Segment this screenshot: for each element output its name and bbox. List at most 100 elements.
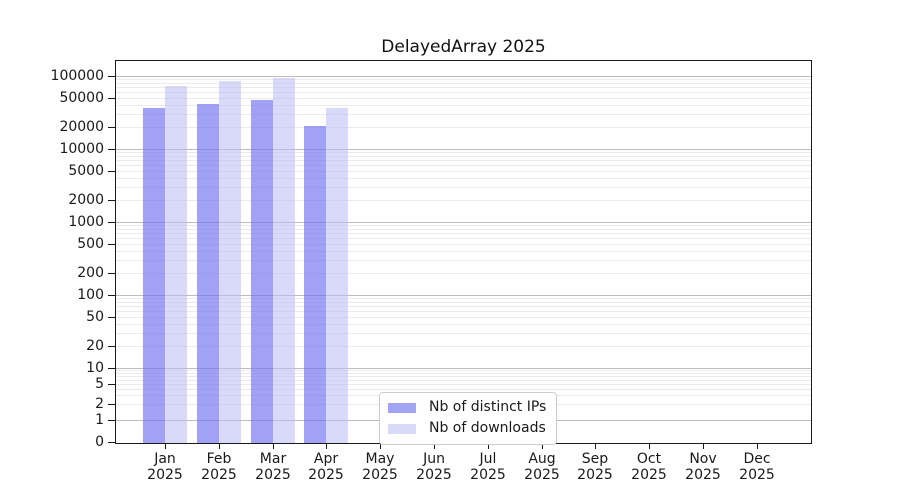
x-tick-label-aug: Aug 2025 (524, 451, 560, 483)
y-tick-label: 5000 (68, 163, 104, 179)
x-tick (219, 444, 220, 449)
y-tick-label: 0 (95, 434, 104, 450)
bar-distinct-ips-jan (143, 108, 165, 443)
y-tick-label: 20 (86, 338, 104, 354)
y-tick-label: 50 (86, 309, 104, 325)
bar-downloads-feb (218, 81, 241, 443)
x-tick (380, 444, 381, 449)
x-tick (703, 444, 704, 449)
y-tick (108, 76, 115, 77)
minor-gridline (116, 156, 811, 158)
minor-gridline (116, 233, 811, 235)
minor-gridline (116, 306, 811, 308)
minor-gridline (116, 83, 811, 85)
y-tick-label: 20000 (59, 119, 104, 135)
x-tick-label-mar: Mar 2025 (255, 451, 291, 483)
y-tick-label: 10 (86, 360, 104, 376)
major-gridline (116, 222, 811, 223)
x-tick-label-oct: Oct 2025 (631, 451, 667, 483)
x-tick-label-may: May 2025 (362, 451, 398, 483)
y-tick-label: 100 (77, 287, 104, 303)
y-tick (108, 200, 115, 201)
bar-downloads-jan (165, 86, 187, 443)
legend-swatch-icon (388, 423, 416, 434)
minor-gridline (116, 346, 811, 347)
minor-gridline (116, 98, 811, 99)
minor-gridline (116, 388, 811, 390)
x-tick-label-nov: Nov 2025 (685, 451, 721, 483)
minor-gridline (116, 376, 811, 378)
minor-gridline (116, 79, 811, 81)
bar-downloads-apr (326, 107, 349, 443)
legend-row: Nb of distinct IPs (388, 399, 546, 416)
minor-gridline (116, 152, 811, 154)
legend-label: Nb of distinct IPs (429, 399, 547, 415)
y-tick (108, 346, 115, 347)
minor-gridline (116, 317, 811, 318)
plot-area: Nb of distinct IPs Nb of downloads (115, 60, 812, 445)
x-tick (273, 444, 274, 449)
y-tick (108, 273, 115, 274)
y-tick (108, 127, 115, 128)
y-tick (108, 404, 115, 405)
major-gridline (116, 295, 811, 296)
bar-distinct-ips-mar (250, 99, 273, 443)
minor-gridline (116, 127, 811, 128)
y-tick (108, 149, 115, 150)
x-tick (326, 444, 327, 449)
x-tick-label-apr: Apr 2025 (308, 451, 344, 483)
y-tick-label: 1 (95, 412, 104, 428)
minor-gridline (116, 302, 811, 304)
bar-layer (116, 61, 811, 443)
x-tick-label-feb: Feb 2025 (201, 451, 237, 483)
chart-title: DelayedArray 2025 (381, 37, 546, 57)
y-tick (108, 244, 115, 245)
y-tick (108, 317, 115, 318)
y-tick (108, 368, 115, 369)
x-tick (488, 444, 489, 449)
y-tick (108, 98, 115, 99)
x-tick-label-jan: Jan 2025 (147, 451, 183, 483)
minor-gridline (116, 260, 811, 262)
y-tick (108, 171, 115, 172)
y-tick (108, 420, 115, 421)
minor-gridline (116, 105, 811, 106)
minor-gridline (116, 225, 811, 227)
minor-gridline (116, 373, 811, 374)
minor-gridline (116, 251, 811, 252)
major-gridline (116, 368, 811, 369)
minor-gridline (116, 379, 811, 381)
minor-gridline (116, 229, 811, 231)
x-tick (757, 444, 758, 449)
minor-gridline (116, 238, 811, 240)
y-tick-label: 200 (77, 265, 104, 281)
minor-gridline (116, 171, 811, 172)
x-tick-label-jul: Jul 2025 (470, 451, 506, 483)
legend-label: Nb of downloads (429, 420, 546, 436)
minor-gridline (116, 200, 811, 201)
major-gridline (116, 76, 811, 77)
minor-gridline (116, 311, 811, 313)
minor-gridline (116, 244, 811, 245)
minor-gridline (116, 87, 811, 89)
y-tick-label: 5 (95, 376, 104, 392)
minor-gridline (116, 187, 811, 189)
minor-gridline (116, 92, 811, 94)
minor-gridline (116, 160, 811, 162)
minor-gridline (116, 165, 811, 167)
y-tick-label: 500 (77, 236, 104, 252)
bar-downloads-mar (272, 77, 295, 443)
y-tick-label: 10000 (59, 141, 104, 157)
y-tick (108, 295, 115, 296)
y-tick-label: 100000 (50, 68, 104, 84)
minor-gridline (116, 273, 811, 274)
major-gridline (116, 149, 811, 150)
y-tick (108, 222, 115, 223)
minor-gridline (116, 298, 811, 300)
minor-gridline (116, 333, 811, 335)
legend-row: Nb of downloads (388, 420, 546, 437)
y-tick (108, 442, 115, 443)
x-tick (434, 444, 435, 449)
x-tick (649, 444, 650, 449)
